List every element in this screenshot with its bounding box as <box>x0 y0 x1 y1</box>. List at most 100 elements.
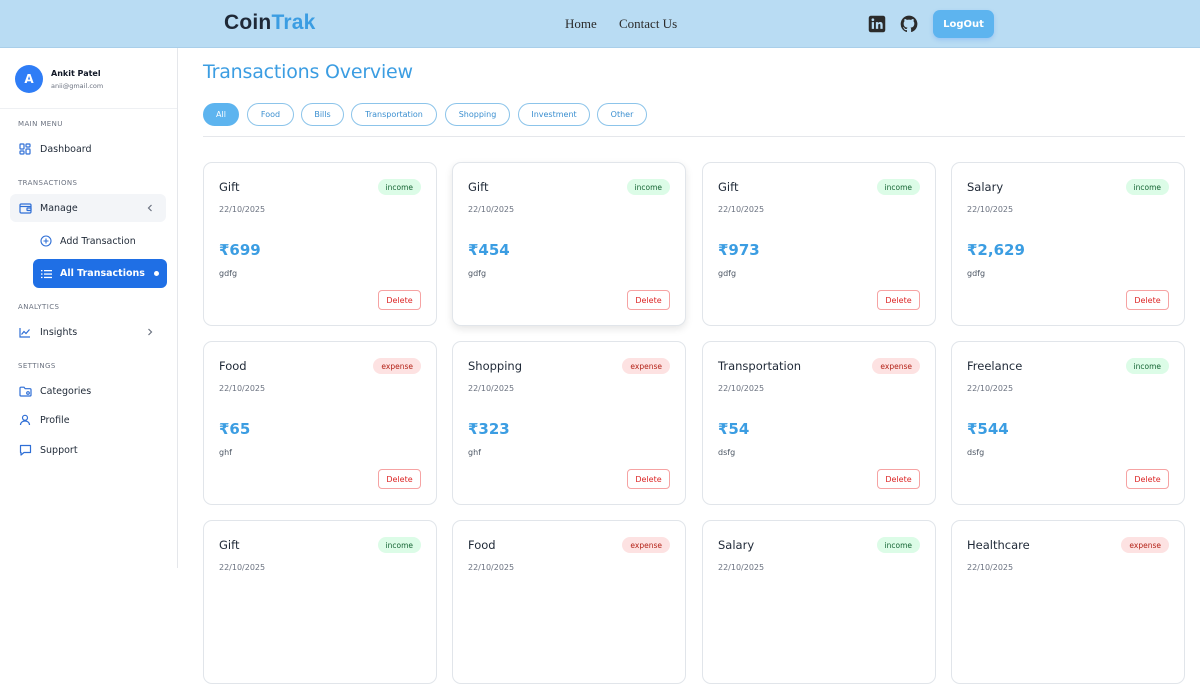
sidebar: A Ankit Patel anii@gmail.com MAIN MENU D… <box>0 48 178 568</box>
delete-button[interactable]: Delete <box>877 469 920 489</box>
user-icon <box>18 413 32 427</box>
transaction-card: Transportation expense 22/10/2025 ₹54 ds… <box>702 341 936 505</box>
type-badge: expense <box>622 537 670 553</box>
transaction-amount: ₹323 <box>468 420 510 438</box>
user-email: anii@gmail.com <box>51 82 104 90</box>
filter-chip-other[interactable]: Other <box>597 103 647 126</box>
filter-chip-all[interactable]: All <box>203 103 239 126</box>
delete-button[interactable]: Delete <box>378 469 421 489</box>
transaction-category: Food <box>219 359 247 373</box>
sidebar-item-insights[interactable]: Insights <box>10 318 166 346</box>
chevron-right-icon[interactable] <box>144 326 156 338</box>
github-icon[interactable] <box>900 15 918 33</box>
logout-button[interactable]: LogOut <box>933 10 994 38</box>
transaction-description: ghf <box>219 448 232 457</box>
section-transactions: TRANSACTIONS <box>18 179 78 187</box>
sidebar-item-support[interactable]: Support <box>10 436 166 464</box>
transaction-category: Gift <box>718 180 739 194</box>
top-navbar: CoinTrak Home Contact Us LogOut <box>0 0 1200 48</box>
transaction-date: 22/10/2025 <box>219 384 266 393</box>
page-title: Transactions Overview <box>203 61 413 83</box>
folder-icon <box>18 384 32 398</box>
sidebar-item-label: Dashboard <box>40 143 92 155</box>
transaction-date: 22/10/2025 <box>718 384 765 393</box>
linkedin-icon[interactable] <box>868 15 886 33</box>
type-badge: income <box>377 179 421 195</box>
transaction-amount: ₹54 <box>718 420 750 438</box>
transaction-category: Food <box>468 538 496 552</box>
type-badge: income <box>626 179 670 195</box>
transaction-category: Healthcare <box>967 538 1030 552</box>
type-badge: income <box>1125 179 1169 195</box>
transaction-category: Salary <box>967 180 1004 194</box>
sidebar-item-label: Insights <box>40 326 78 338</box>
list-icon <box>39 267 53 281</box>
transaction-card: Salary income 22/10/2025 <box>702 520 936 684</box>
avatar: A <box>15 65 43 93</box>
type-badge: expense <box>872 358 920 374</box>
transaction-category: Freelance <box>967 359 1023 373</box>
user-name: Ankit Patel <box>51 69 101 78</box>
sidebar-item-label: Categories <box>40 385 92 397</box>
transaction-amount: ₹699 <box>219 241 261 259</box>
active-indicator-dot <box>154 271 159 276</box>
transaction-category: Gift <box>219 180 240 194</box>
sidebar-item-label: Profile <box>40 414 70 426</box>
delete-button[interactable]: Delete <box>877 290 920 310</box>
nav-contact-link[interactable]: Contact Us <box>619 16 678 31</box>
transaction-category: Gift <box>219 538 240 552</box>
transaction-card: Freelance income 22/10/2025 ₹544 dsfg De… <box>951 341 1185 505</box>
section-settings: SETTINGS <box>18 362 56 370</box>
filter-chip-bills[interactable]: Bills <box>301 103 344 126</box>
transaction-description: gdfg <box>468 269 487 278</box>
transaction-amount: ₹544 <box>967 420 1009 438</box>
delete-button[interactable]: Delete <box>1126 290 1169 310</box>
filter-chip-shopping[interactable]: Shopping <box>445 103 510 126</box>
type-badge: income <box>876 179 920 195</box>
sidebar-item-all-transactions[interactable]: All Transactions <box>33 259 167 288</box>
transaction-description: gdfg <box>219 269 238 278</box>
sidebar-item-label: Add Transaction <box>60 235 136 247</box>
transaction-description: dsfg <box>718 448 736 457</box>
type-badge: income <box>377 537 421 553</box>
filter-chip-transportation[interactable]: Transportation <box>351 103 437 126</box>
transaction-card: Gift income 22/10/2025 <box>203 520 437 684</box>
type-badge: expense <box>622 358 670 374</box>
transaction-category: Gift <box>468 180 489 194</box>
transaction-card: Food expense 22/10/2025 ₹65 ghf Delete <box>203 341 437 505</box>
sidebar-item-label: Manage <box>40 202 78 214</box>
wallet-icon <box>18 201 32 215</box>
chat-icon <box>18 443 32 457</box>
transaction-card: Shopping expense 22/10/2025 ₹323 ghf Del… <box>452 341 686 505</box>
sidebar-item-label: Support <box>40 444 78 456</box>
sidebar-divider <box>0 108 177 109</box>
delete-button[interactable]: Delete <box>378 290 421 310</box>
plus-circle-icon <box>39 234 53 248</box>
sidebar-item-add-transaction[interactable]: Add Transaction <box>33 227 167 255</box>
delete-button[interactable]: Delete <box>1126 469 1169 489</box>
transaction-card: Gift income 22/10/2025 ₹699 gdfg Delete <box>203 162 437 326</box>
transaction-description: dsfg <box>967 448 985 457</box>
sidebar-item-dashboard[interactable]: Dashboard <box>10 135 166 163</box>
transaction-date: 22/10/2025 <box>967 384 1014 393</box>
transaction-category: Shopping <box>468 359 523 373</box>
transaction-date: 22/10/2025 <box>468 384 515 393</box>
delete-button[interactable]: Delete <box>627 290 670 310</box>
nav-home-link[interactable]: Home <box>565 16 597 31</box>
type-badge: expense <box>1121 537 1169 553</box>
app-logo[interactable]: CoinTrak <box>224 11 315 35</box>
transaction-date: 22/10/2025 <box>718 205 765 214</box>
transaction-amount: ₹2,629 <box>967 241 1025 259</box>
transaction-card: Healthcare expense 22/10/2025 <box>951 520 1185 684</box>
sidebar-item-manage[interactable]: Manage <box>10 194 166 222</box>
sidebar-item-categories[interactable]: Categories <box>10 377 166 405</box>
filter-chip-food[interactable]: Food <box>247 103 294 126</box>
chevron-left-icon[interactable] <box>144 202 156 214</box>
transaction-description: gdfg <box>718 269 737 278</box>
dashboard-icon <box>18 142 32 156</box>
type-badge: income <box>1125 358 1169 374</box>
delete-button[interactable]: Delete <box>627 469 670 489</box>
sidebar-item-profile[interactable]: Profile <box>10 406 166 434</box>
transaction-card: Salary income 22/10/2025 ₹2,629 gdfg Del… <box>951 162 1185 326</box>
filter-chip-investment[interactable]: Investment <box>518 103 590 126</box>
